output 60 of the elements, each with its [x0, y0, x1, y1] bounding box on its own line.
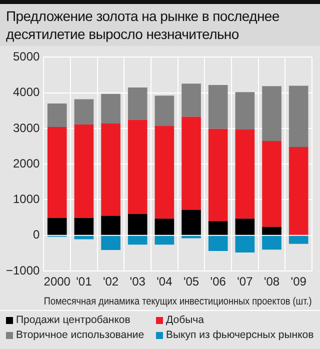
bar	[154, 126, 174, 219]
x-tick-label: '07	[237, 274, 254, 289]
bar	[47, 104, 67, 128]
bar	[101, 94, 120, 124]
x-tick-label: '03	[130, 274, 146, 289]
bar	[288, 86, 308, 147]
bar	[208, 128, 228, 222]
bar	[74, 236, 94, 240]
bar	[208, 84, 228, 129]
bar	[47, 127, 67, 218]
bar	[262, 86, 282, 141]
bar	[101, 216, 120, 235]
y-tick-label: 4000	[13, 85, 40, 100]
x-tick-label: '06	[210, 274, 226, 289]
chart-title: Предложение золота на рынке в последнее десятилетие выросло незначительно	[0, 0, 320, 46]
x-tick-label: '01	[76, 274, 92, 289]
bar	[182, 116, 201, 210]
bar	[208, 221, 228, 235]
bar	[128, 214, 148, 235]
legend-label: Выкуп из фьючерсных рынков	[166, 329, 314, 341]
bar	[235, 130, 255, 219]
bar	[154, 218, 174, 235]
x-tick-label: 2000	[44, 274, 71, 289]
x-axis-title: Помесячная динамика текущих инвестиционных проектов (шт.)	[44, 296, 312, 308]
y-tick-label: 3000	[13, 120, 40, 135]
bar	[101, 123, 120, 216]
bar	[235, 218, 255, 235]
bar	[128, 236, 148, 245]
y-tick-label: 1000	[13, 192, 40, 206]
y-tick-label: −1000	[6, 263, 40, 278]
bar	[47, 218, 67, 235]
bar	[74, 218, 94, 235]
bar	[235, 236, 255, 252]
x-tick-label: '04	[156, 274, 173, 289]
bar	[128, 87, 148, 120]
legend-label: Добыча	[166, 314, 204, 326]
y-tick-label: 0	[33, 228, 40, 242]
legend-label: Продажи центробанков	[16, 314, 130, 326]
bar	[154, 96, 174, 126]
x-tick-label: '05	[183, 274, 200, 289]
x-tick-label: '08	[264, 274, 280, 289]
bar	[262, 140, 282, 227]
bar	[288, 146, 308, 235]
bar	[101, 236, 120, 250]
bar	[182, 84, 201, 117]
x-tick-label: '02	[102, 274, 119, 289]
y-tick-label: 2000	[13, 156, 40, 170]
bar	[74, 99, 94, 125]
bar	[154, 236, 174, 245]
bar	[128, 120, 148, 214]
bar	[208, 236, 228, 252]
y-tick-label: 5000	[13, 50, 40, 64]
bar	[262, 226, 282, 235]
bar	[182, 210, 201, 235]
bar	[235, 92, 255, 130]
x-tick-label: '09	[290, 274, 307, 289]
bar	[262, 236, 282, 250]
bar	[74, 124, 94, 218]
legend-label: Вторичное использование	[16, 329, 144, 341]
bar	[288, 236, 308, 244]
